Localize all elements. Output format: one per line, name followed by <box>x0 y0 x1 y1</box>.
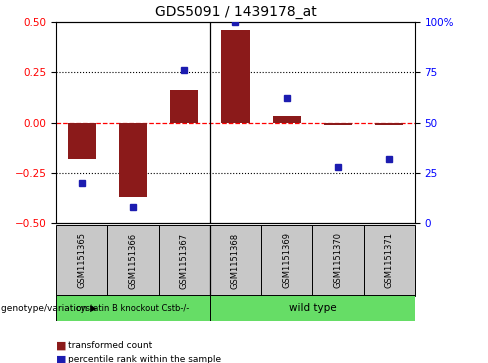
Bar <box>107 225 159 296</box>
Text: GSM1151366: GSM1151366 <box>128 232 138 289</box>
Text: ■: ■ <box>56 354 67 363</box>
Text: genotype/variation ▶: genotype/variation ▶ <box>1 304 97 313</box>
Text: GSM1151367: GSM1151367 <box>180 232 189 289</box>
Bar <box>56 295 210 321</box>
Text: GSM1151371: GSM1151371 <box>385 232 394 289</box>
Title: GDS5091 / 1439178_at: GDS5091 / 1439178_at <box>155 5 316 19</box>
Text: GSM1151368: GSM1151368 <box>231 232 240 289</box>
Bar <box>261 225 312 296</box>
Text: wild type: wild type <box>288 303 336 313</box>
Bar <box>68 122 96 159</box>
Bar <box>273 117 301 122</box>
Text: percentile rank within the sample: percentile rank within the sample <box>68 355 222 363</box>
Bar <box>210 295 415 321</box>
Bar <box>324 122 352 125</box>
Text: cystatin B knockout Cstb-/-: cystatin B knockout Cstb-/- <box>76 304 190 313</box>
Bar <box>312 225 364 296</box>
Bar <box>119 122 147 197</box>
Text: GSM1151370: GSM1151370 <box>333 232 343 289</box>
Bar <box>56 225 107 296</box>
Bar <box>375 122 403 125</box>
Text: GSM1151365: GSM1151365 <box>77 232 86 289</box>
Bar <box>364 225 415 296</box>
Bar <box>222 30 249 122</box>
Bar <box>210 225 261 296</box>
Bar <box>170 90 198 122</box>
Bar <box>159 225 210 296</box>
Text: ■: ■ <box>56 340 67 351</box>
Text: GSM1151369: GSM1151369 <box>282 232 291 289</box>
Text: transformed count: transformed count <box>68 341 153 350</box>
